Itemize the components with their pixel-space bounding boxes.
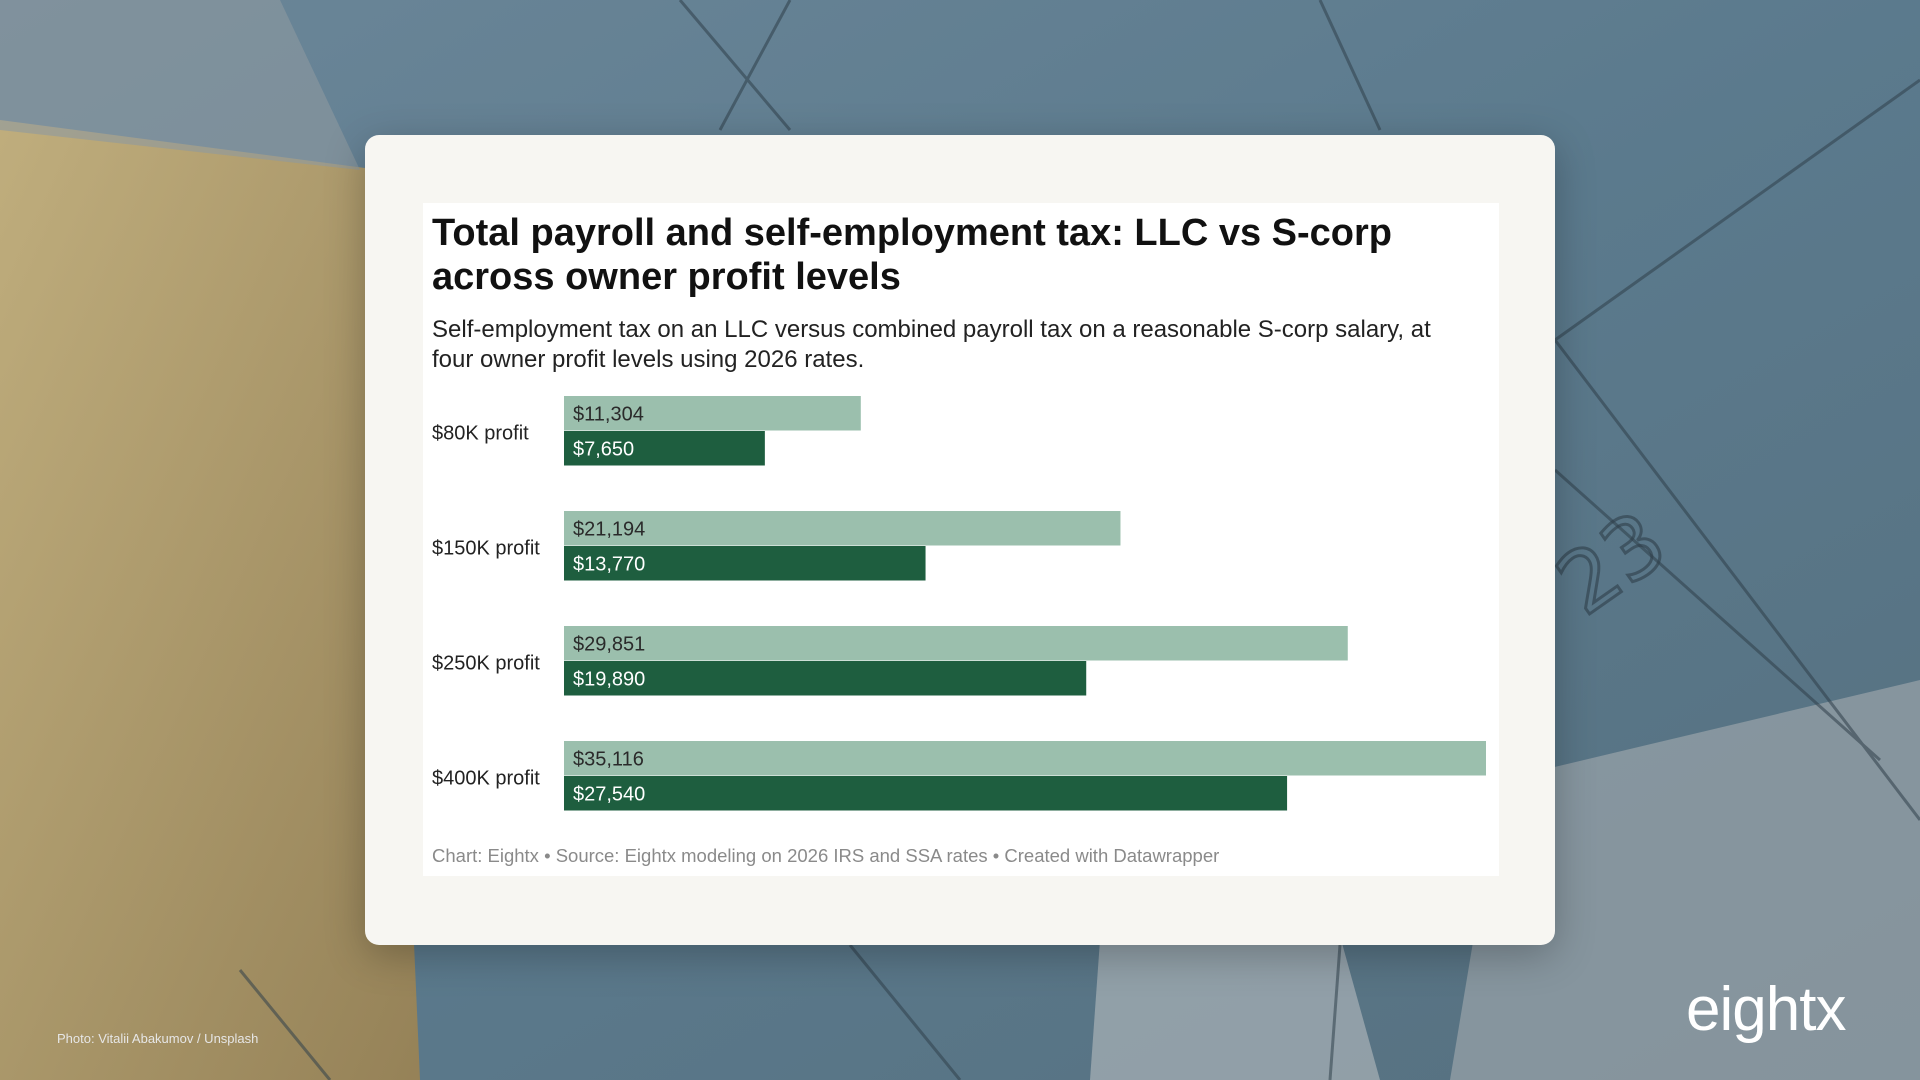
- llc-bar: [564, 396, 861, 431]
- bar-chart: $80K profit $11,304 $7,650 $150K profit $21,…: [432, 396, 1486, 811]
- llc-bar: [564, 511, 1121, 546]
- llc-value-label: $29,851: [573, 633, 645, 655]
- llc-value-label: $35,116: [573, 748, 644, 770]
- category-label: $150K profit: [432, 538, 540, 560]
- chart-source-footer: Chart: Eightx • Source: Eightx modeling …: [432, 845, 1220, 866]
- chart-subtitle: Self-employment tax on an LLC versus com…: [432, 316, 1431, 373]
- scorp-value-label: $7,650: [573, 438, 634, 460]
- llc-bar: [564, 626, 1348, 661]
- scorp-bar: [564, 776, 1288, 811]
- llc-value-label: $21,194: [573, 518, 645, 540]
- llc-value-label: $11,304: [573, 403, 644, 425]
- eightx-logo: eightx: [1686, 975, 1846, 1044]
- chart-panel: Total payroll and self-employment tax: L…: [423, 203, 1499, 876]
- chart-title: Total payroll and self-employment tax: L…: [432, 212, 1393, 298]
- scorp-value-label: $13,770: [573, 553, 645, 575]
- chart-card: Total payroll and self-employment tax: L…: [365, 135, 1555, 945]
- scorp-bar: [564, 546, 926, 581]
- scorp-bar: [564, 431, 765, 466]
- scorp-bar: [564, 661, 1087, 696]
- scorp-value-label: $27,540: [573, 783, 645, 805]
- category-label: $80K profit: [432, 423, 529, 445]
- category-label: $250K profit: [432, 653, 540, 675]
- category-label: $400K profit: [432, 768, 540, 790]
- photo-credit: Photo: Vitalii Abakumov / Unsplash: [57, 1031, 259, 1046]
- scorp-value-label: $19,890: [573, 668, 645, 690]
- llc-bar: [564, 741, 1486, 776]
